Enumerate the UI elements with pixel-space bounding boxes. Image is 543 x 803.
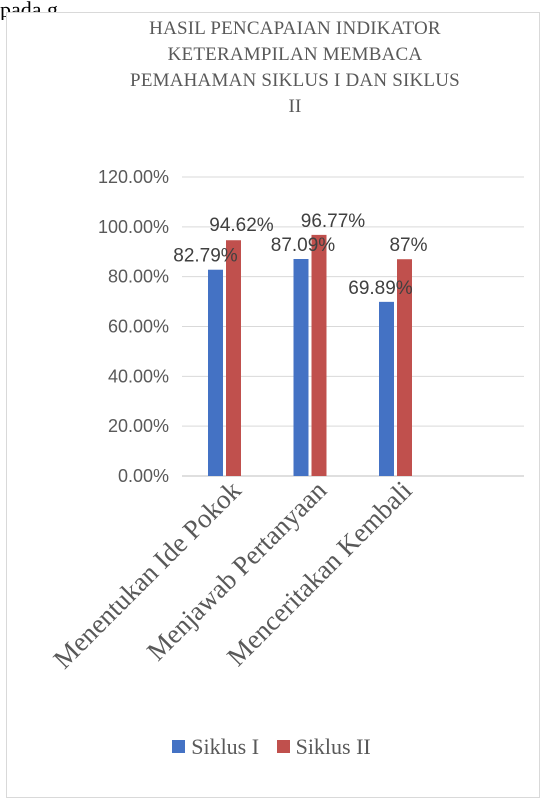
y-tick-label: 100.00% [98,217,169,237]
y-tick-label: 60.00% [108,317,169,337]
y-tick-label: 120.00% [98,167,169,187]
bar-siklus-2 [226,240,241,476]
y-tick-label: 80.00% [108,267,169,287]
data-label: 69.89% [348,278,413,299]
chart-title-line: HASIL PENCAPAIAN INDIKATOR [149,18,441,39]
bar-siklus-1 [293,259,309,476]
bar-siklus-1 [379,301,394,476]
data-label: 87.09% [271,235,336,256]
y-tick-label: 20.00% [108,416,169,436]
data-label: 87% [389,235,427,256]
y-axis-ticks: 0.00% 20.00% 40.00% 60.00% 80.00% 100.00% 120.… [98,167,169,486]
data-label: 96.77% [301,211,366,232]
legend-label: Siklus I [191,733,260,759]
legend-item-siklus-1: Siklus I [172,734,259,760]
data-labels: 82.79% 94.62%87.09% 96.77% 69.89% 87% [173,211,427,299]
bar-siklus-1 [208,269,223,476]
legend-label: Siklus II [295,733,371,759]
data-label: 82.79% [173,246,238,267]
chart-title-line: KETERAMPILAN MEMBACA [167,44,423,65]
y-tick-label: 40.00% [108,366,169,386]
y-tick-label: 0.00% [118,466,169,486]
bar-siklus-2 [397,259,412,476]
data-label: 94.62% [209,215,274,236]
chart-frame [6,12,540,798]
chart-title-line: II [288,96,302,117]
chart-title-line: PEMAHAMAN SIKLUS I DAN SIKLUS [130,70,460,91]
legend-swatch-siklus-2 [276,740,290,753]
chart-title: HASIL PENCAPAIAN INDIKATOR KETERAMPILAN … [60,16,530,120]
legend-item-siklus-2: Siklus II [276,733,371,760]
legend-swatch-siklus-1 [172,740,186,753]
bar-siklus-2 [311,234,327,476]
bars [208,234,412,476]
legend: Siklus I Siklus II [0,733,543,760]
